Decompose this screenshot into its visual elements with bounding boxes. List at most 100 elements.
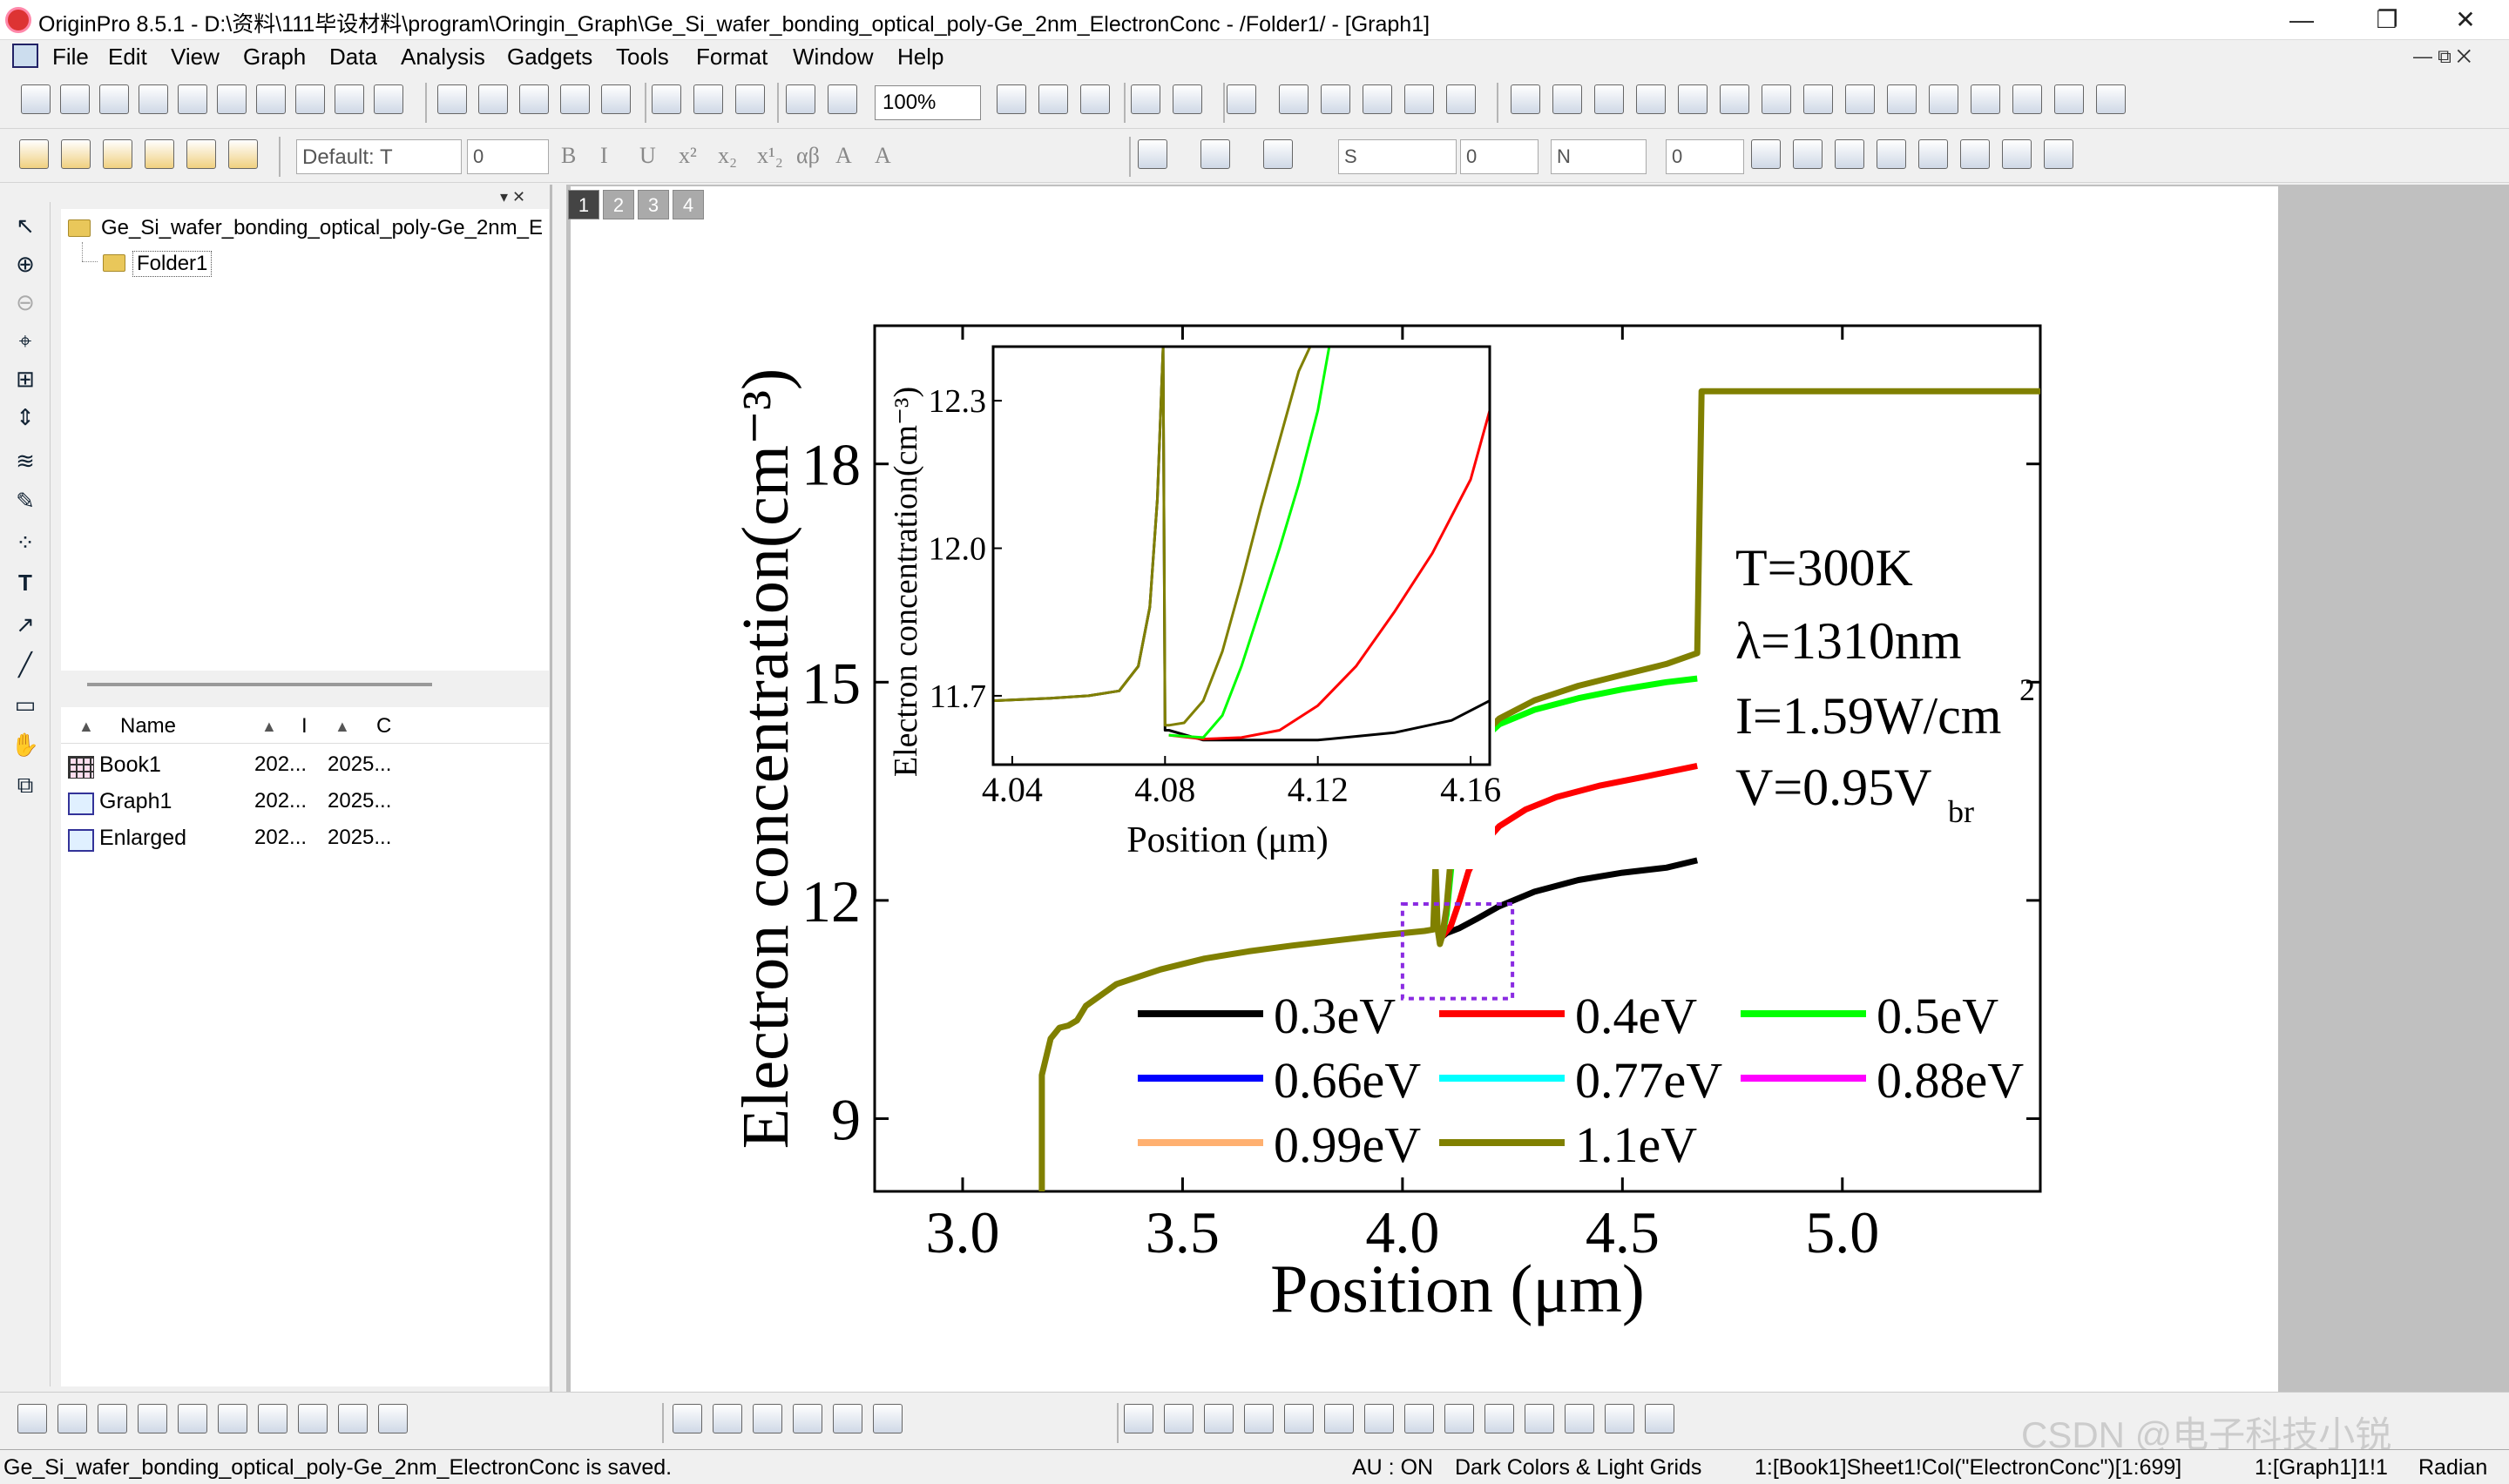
axes-top-icon[interactable] [1762, 84, 1791, 114]
import-ascii-icon[interactable] [652, 84, 681, 114]
template-icon[interactable] [378, 1404, 408, 1433]
center-v-icon[interactable] [1324, 1404, 1354, 1433]
scale-bar-icon[interactable] [2012, 84, 2042, 114]
copy-page-icon[interactable] [1080, 84, 1110, 114]
data-reader-icon[interactable]: ⇕ [16, 404, 35, 430]
new-function-icon[interactable] [256, 84, 286, 114]
axes-offset-icon[interactable] [1887, 84, 1917, 114]
hand-icon[interactable]: ✋ [10, 732, 40, 758]
format-button[interactable]: U [639, 143, 656, 168]
merge-icon[interactable] [673, 1404, 702, 1433]
stock-plot-icon[interactable] [338, 1404, 368, 1433]
front-layer-icon[interactable] [1565, 1404, 1594, 1433]
project-explorer-icon[interactable] [1227, 84, 1256, 114]
data-display-icon[interactable] [1511, 84, 1540, 114]
new-matrix-icon[interactable] [178, 84, 207, 114]
arrow-tool-icon[interactable]: ↗ [16, 611, 35, 637]
palette-icon[interactable] [103, 139, 132, 169]
minimize-button[interactable]: — [2289, 6, 2314, 33]
open-icon[interactable] [437, 84, 467, 114]
align-right-icon[interactable] [1164, 1404, 1194, 1433]
layer-1-icon[interactable] [1552, 84, 1582, 114]
new-layout-icon[interactable] [295, 84, 325, 114]
fill-color-icon[interactable] [1138, 139, 1167, 169]
open-excel-icon[interactable] [519, 84, 549, 114]
pen-icon[interactable] [19, 139, 49, 169]
open-template-icon[interactable] [478, 84, 508, 114]
format-button[interactable]: x² [679, 143, 697, 168]
status-angle-unit[interactable]: Radian [2418, 1455, 2488, 1480]
lock-icon[interactable] [2044, 139, 2073, 169]
region-fill-icon[interactable] [186, 139, 216, 169]
contour-plot-icon[interactable] [178, 1404, 207, 1433]
area-plot-icon[interactable] [258, 1404, 287, 1433]
code-builder-icon[interactable] [1131, 84, 1160, 114]
data-selector-icon[interactable]: ⊞ [16, 366, 35, 392]
scatter-plot-icon[interactable] [57, 1404, 87, 1433]
layer-9-icon[interactable] [1636, 84, 1666, 114]
move-icon[interactable] [1877, 139, 1906, 169]
format-button[interactable]: αβ [796, 143, 820, 168]
document-icon[interactable] [12, 44, 38, 68]
layer-4-icon[interactable] [1594, 84, 1624, 114]
status-au[interactable]: AU : ON [1352, 1455, 1434, 1480]
table-format-icon[interactable] [1835, 139, 1864, 169]
menu-data[interactable]: Data [329, 44, 377, 70]
x-axis-icon[interactable] [1918, 139, 1948, 169]
grid-align-icon[interactable] [873, 1404, 903, 1433]
apps-icon[interactable] [1404, 84, 1434, 114]
origin-app-icon[interactable] [5, 7, 31, 33]
ungroup-layer-icon[interactable] [1645, 1404, 1674, 1433]
rescale-icon[interactable]: ⧉ [17, 772, 34, 798]
font-select[interactable]: Default: T [296, 139, 462, 174]
column-name[interactable]: Name [120, 714, 177, 738]
axes-icon[interactable] [1678, 84, 1708, 114]
legend-icon[interactable] [1929, 84, 1958, 114]
font-size-select[interactable]: 0 [467, 139, 549, 174]
distribute-v-icon[interactable] [1404, 1404, 1434, 1433]
center-h-icon[interactable] [1284, 1404, 1314, 1433]
zoom-out-icon[interactable]: ⊖ [16, 289, 35, 315]
table-icon[interactable] [2096, 84, 2126, 114]
export-icon[interactable] [1038, 84, 1068, 114]
text-tool-icon[interactable]: T [18, 570, 32, 596]
polar-plot-icon[interactable] [298, 1404, 328, 1433]
new-notes-icon[interactable] [335, 84, 364, 114]
print-icon[interactable] [997, 84, 1026, 114]
format-button[interactable]: I [600, 143, 608, 168]
recalculate-icon[interactable] [786, 84, 815, 114]
new-project-icon[interactable] [21, 84, 51, 114]
add-layer-icon[interactable] [1446, 84, 1476, 114]
line-tool-icon[interactable]: ╱ [18, 651, 32, 678]
column-plot-icon[interactable] [138, 1404, 167, 1433]
zoom-in-icon[interactable]: ⊕ [16, 251, 35, 277]
line-style-select[interactable]: S [1338, 139, 1457, 174]
color-scale-icon[interactable] [1971, 84, 2000, 114]
axes-right-icon[interactable] [1845, 84, 1875, 114]
size-same-icon[interactable] [1444, 1404, 1474, 1433]
screen-reader-icon[interactable]: ⌖ [18, 327, 32, 354]
new-excel-icon[interactable] [139, 84, 168, 114]
quick-help-icon[interactable] [1363, 84, 1392, 114]
mask-icon[interactable]: ≋ [16, 448, 35, 474]
save-project-icon[interactable] [560, 84, 590, 114]
script-window-icon[interactable] [1279, 84, 1309, 114]
import-wizard-icon[interactable] [735, 84, 765, 114]
distribute-h-icon[interactable] [1364, 1404, 1394, 1433]
front-icon[interactable] [793, 1404, 822, 1433]
back-layer-icon[interactable] [1605, 1404, 1634, 1433]
zoom-select[interactable]: 100% [875, 85, 981, 120]
layer-tab-3[interactable]: 3 [638, 190, 669, 219]
align-top-icon[interactable] [1204, 1404, 1234, 1433]
import-multiple-icon[interactable] [693, 84, 723, 114]
menu-edit[interactable]: Edit [108, 44, 147, 70]
region-icon[interactable]: ⁘ [16, 530, 35, 556]
menu-help[interactable]: Help [897, 44, 944, 70]
format-button[interactable]: A [835, 143, 852, 168]
ungroup-icon[interactable] [753, 1404, 782, 1433]
format-button[interactable]: x₂ [718, 143, 738, 168]
menu-graph[interactable]: Graph [243, 44, 307, 70]
batch-plot-icon[interactable] [828, 84, 857, 114]
box-plot-icon[interactable] [218, 1404, 247, 1433]
